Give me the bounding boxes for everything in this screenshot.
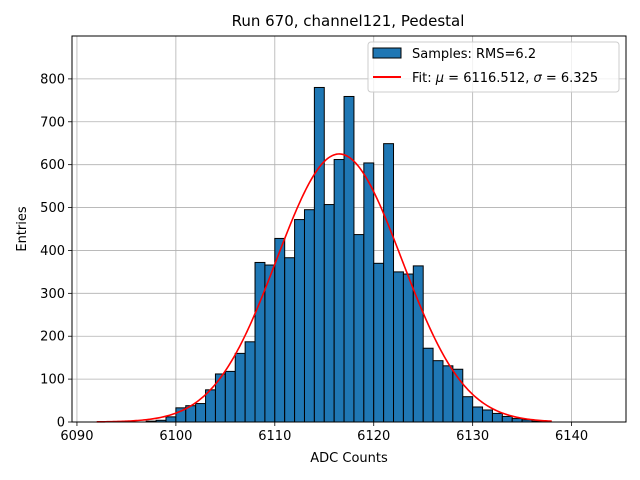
histogram-bar [383, 143, 395, 423]
histogram-bar [511, 418, 523, 423]
y-tick-label: 400 [40, 244, 65, 259]
histogram-bar [482, 409, 493, 423]
histogram-bar [462, 396, 474, 423]
fit-curve-layer [96, 153, 552, 423]
plot-frame [71, 35, 627, 423]
histogram-bar [284, 257, 296, 423]
legend-fit-sigma-symbol: σ [534, 71, 543, 86]
histogram-bar [442, 365, 454, 423]
legend: Samples: RMS=6.2 Fit: μ = 6116.512, σ = … [367, 41, 620, 93]
y-tick-label: 0 [57, 416, 65, 431]
histogram-bar [402, 273, 414, 423]
x-tick-label: 6110 [258, 429, 291, 444]
histogram-bar [412, 265, 424, 423]
y-axis-ticks: 0 100 200 300 400 500 600 700 800 [40, 72, 72, 431]
x-tick-label: 6140 [555, 429, 588, 444]
x-tick-label: 6100 [159, 429, 192, 444]
y-tick-label: 800 [40, 72, 65, 87]
histogram-bar [333, 159, 345, 423]
legend-fit-mu-value: = 6116.512, [444, 71, 533, 86]
legend-box [367, 41, 620, 93]
histogram-bar [274, 237, 286, 423]
legend-fit-prefix: Fit: [412, 71, 436, 86]
y-tick-label: 500 [40, 201, 65, 216]
legend-fit-label: Fit: μ = 6116.512, σ = 6.325 [412, 71, 598, 86]
histogram-bar [205, 389, 216, 423]
y-tick-label: 300 [40, 287, 65, 302]
histogram-bar [234, 352, 246, 423]
x-axis-ticks: 6090 6100 6110 6120 6130 6140 [60, 422, 588, 444]
histogram-bar [353, 234, 365, 423]
histogram-bar [165, 416, 177, 423]
histogram-bar [294, 219, 305, 423]
y-tick-label: 700 [40, 115, 65, 130]
y-tick-label: 100 [40, 373, 65, 388]
histogram-bar [432, 360, 444, 423]
y-axis-label: Entries [15, 206, 30, 252]
gaussian-fit-curve [96, 153, 552, 423]
histogram-bar [195, 403, 207, 423]
histogram-bar [393, 271, 404, 423]
chart-title: Run 670, channel121, Pedestal [232, 12, 465, 30]
histogram-bar [472, 406, 484, 423]
histogram-bar [323, 204, 335, 423]
histogram-bar [363, 162, 375, 423]
histogram-bar [491, 412, 503, 423]
x-tick-label: 6120 [357, 429, 390, 444]
histogram-bar [313, 86, 325, 423]
histogram-bar [254, 261, 266, 423]
legend-samples-label: Samples: RMS=6.2 [412, 47, 536, 62]
x-tick-label: 6090 [60, 429, 93, 444]
y-tick-label: 600 [40, 158, 65, 173]
histogram-bar [343, 95, 355, 423]
legend-fit-sigma-value: = 6.325 [542, 71, 598, 86]
histogram-bar [264, 264, 276, 423]
y-tick-label: 200 [40, 330, 65, 345]
legend-samples-swatch [372, 47, 402, 59]
histogram-bar [501, 415, 513, 423]
histogram-bar [373, 262, 385, 423]
legend-fit-mu-symbol: μ [435, 71, 444, 86]
x-tick-label: 6130 [456, 429, 489, 444]
histogram-bar [244, 341, 256, 423]
histogram-bar [303, 209, 315, 423]
histogram-bars [145, 86, 543, 423]
histogram-bar [422, 347, 434, 423]
histogram-bar [224, 370, 236, 423]
x-axis-label: ADC Counts [310, 451, 388, 466]
